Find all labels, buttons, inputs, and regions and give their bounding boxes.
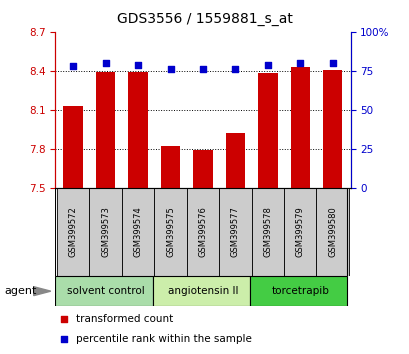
Point [264, 62, 270, 67]
Point [135, 62, 141, 67]
Text: GSM399575: GSM399575 [166, 206, 175, 257]
Point [61, 316, 67, 321]
Point [70, 63, 76, 69]
Bar [57, 188, 89, 276]
Text: GSM399572: GSM399572 [69, 206, 77, 257]
Text: GSM399574: GSM399574 [133, 206, 142, 257]
Bar [322, 69, 342, 188]
Bar [154, 188, 186, 276]
Bar [316, 188, 348, 276]
Point [199, 67, 206, 72]
Text: torcetrapib: torcetrapib [271, 286, 328, 296]
Text: agent: agent [4, 286, 36, 296]
Point [102, 60, 109, 66]
Text: percentile rank within the sample: percentile rank within the sample [76, 335, 251, 344]
Bar [283, 188, 316, 276]
Bar [219, 188, 251, 276]
Bar [290, 67, 309, 188]
Bar [186, 188, 219, 276]
Text: GSM399573: GSM399573 [101, 206, 110, 257]
Bar [63, 106, 83, 188]
Bar [251, 188, 283, 276]
Bar [152, 276, 249, 306]
Bar [128, 72, 147, 188]
Text: GSM399579: GSM399579 [295, 206, 304, 257]
Bar [225, 133, 245, 188]
Text: GDS3556 / 1559881_s_at: GDS3556 / 1559881_s_at [117, 12, 292, 27]
Text: GSM399577: GSM399577 [230, 206, 239, 257]
Bar [160, 146, 180, 188]
Point [296, 60, 303, 66]
Bar [121, 188, 154, 276]
Text: transformed count: transformed count [76, 314, 173, 324]
Bar [258, 73, 277, 188]
Text: solvent control: solvent control [67, 286, 144, 296]
Bar [193, 150, 212, 188]
Point [167, 67, 173, 72]
Bar [55, 276, 152, 306]
Point [231, 67, 238, 72]
Text: GSM399578: GSM399578 [263, 206, 272, 257]
Text: angiotensin II: angiotensin II [167, 286, 238, 296]
Polygon shape [34, 287, 51, 296]
Bar [96, 72, 115, 188]
Point [61, 337, 67, 342]
Text: GSM399576: GSM399576 [198, 206, 207, 257]
Bar [249, 276, 346, 306]
Bar [89, 188, 121, 276]
Point [328, 60, 335, 66]
Text: GSM399580: GSM399580 [328, 206, 336, 257]
